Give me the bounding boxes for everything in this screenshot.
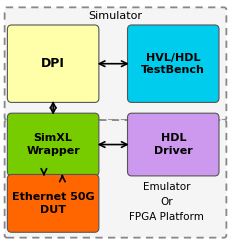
FancyBboxPatch shape [7, 25, 99, 102]
Text: Simulator: Simulator [88, 11, 143, 21]
FancyBboxPatch shape [128, 25, 219, 102]
Text: HVL/HDL
TestBench: HVL/HDL TestBench [141, 52, 205, 75]
FancyBboxPatch shape [7, 174, 99, 232]
Text: Ethernet 50G
DUT: Ethernet 50G DUT [12, 192, 94, 215]
Text: HDL
Driver: HDL Driver [154, 133, 193, 156]
Text: DPI: DPI [41, 57, 65, 70]
FancyBboxPatch shape [128, 113, 219, 176]
Text: Emulator
Or
FPGA Platform: Emulator Or FPGA Platform [129, 182, 204, 222]
FancyBboxPatch shape [5, 7, 226, 120]
FancyBboxPatch shape [5, 120, 226, 238]
FancyBboxPatch shape [7, 113, 99, 176]
Text: SimXL
Wrapper: SimXL Wrapper [26, 133, 80, 156]
